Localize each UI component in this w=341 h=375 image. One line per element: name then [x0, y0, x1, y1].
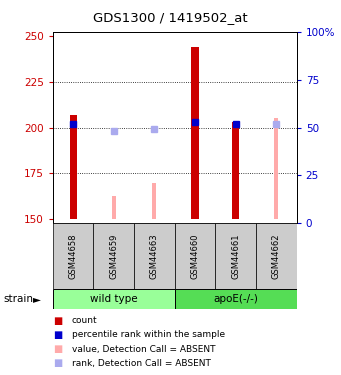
Text: rank, Detection Call = ABSENT: rank, Detection Call = ABSENT: [72, 359, 210, 368]
Text: ■: ■: [53, 316, 62, 326]
Bar: [256, 223, 297, 289]
Text: GSM44661: GSM44661: [231, 233, 240, 279]
Bar: [152, 183, 157, 219]
Text: apoE(-/-): apoE(-/-): [213, 294, 258, 304]
Bar: [191, 46, 199, 219]
Bar: [175, 289, 297, 309]
Text: ■: ■: [53, 344, 62, 354]
Text: GDS1300 / 1419502_at: GDS1300 / 1419502_at: [93, 11, 248, 24]
Text: wild type: wild type: [90, 294, 138, 304]
Bar: [134, 223, 175, 289]
Bar: [216, 223, 256, 289]
Text: GSM44658: GSM44658: [69, 233, 78, 279]
Text: ■: ■: [53, 358, 62, 368]
Bar: [274, 118, 278, 219]
Text: GSM44662: GSM44662: [272, 233, 281, 279]
Text: value, Detection Call = ABSENT: value, Detection Call = ABSENT: [72, 345, 215, 354]
Bar: [112, 195, 116, 219]
Text: GSM44659: GSM44659: [109, 233, 118, 279]
Text: strain: strain: [3, 294, 33, 304]
Text: GSM44663: GSM44663: [150, 233, 159, 279]
Bar: [93, 223, 134, 289]
Text: GSM44660: GSM44660: [191, 233, 199, 279]
Text: ■: ■: [53, 330, 62, 340]
Text: percentile rank within the sample: percentile rank within the sample: [72, 330, 225, 339]
Bar: [175, 223, 216, 289]
Bar: [232, 122, 239, 219]
Text: ►: ►: [33, 294, 41, 304]
Text: count: count: [72, 316, 97, 325]
Bar: [70, 115, 77, 219]
Bar: [53, 289, 175, 309]
Bar: [53, 223, 93, 289]
